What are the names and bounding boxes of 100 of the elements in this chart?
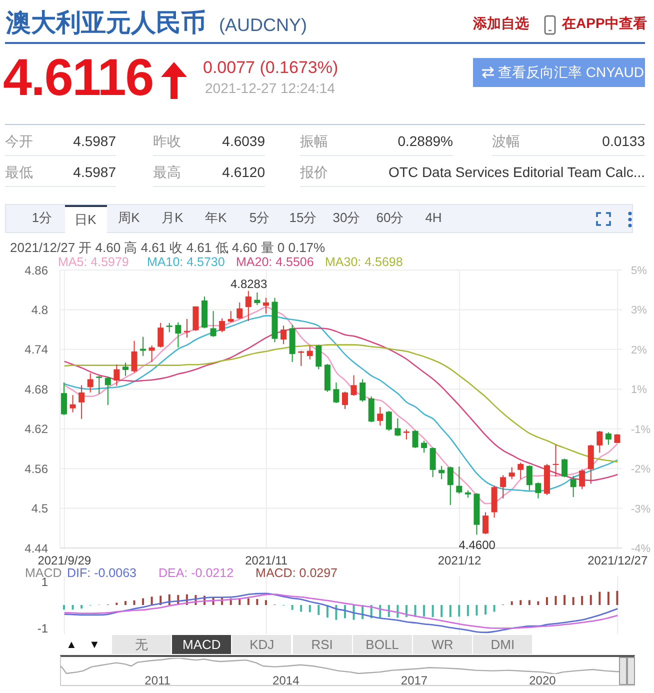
- bar: [572, 597, 574, 605]
- candlestick: [166, 322, 172, 333]
- text: 4.6116: [3, 49, 154, 108]
- y2-tick-label: 5%: [631, 264, 648, 277]
- x-tick-label: 2021/11: [245, 554, 288, 568]
- text: 4.6039: [222, 133, 265, 150]
- candlestick: [70, 394, 76, 413]
- bar: [520, 600, 522, 605]
- text: 在APP中查看: [562, 15, 647, 32]
- candlestick: [140, 336, 146, 357]
- candlestick: [579, 468, 586, 490]
- candlestick: [360, 378, 366, 402]
- text: 澳大利亚元人民币: [6, 8, 206, 38]
- text: 波幅: [492, 133, 520, 150]
- candlestick: [61, 382, 67, 416]
- candlestick: [219, 318, 226, 333]
- candlestick: [78, 384, 85, 420]
- y2-tick-label: 1%: [631, 384, 648, 396]
- text: 4.5987: [73, 133, 116, 150]
- bar: [546, 597, 548, 605]
- text: 4.6120: [222, 164, 265, 180]
- annotation: 4.4600: [458, 538, 496, 552]
- candlestick: [570, 475, 576, 498]
- bar: [308, 605, 311, 612]
- candlestick: [104, 376, 111, 406]
- y2-tick-label: 2%: [631, 344, 648, 356]
- x-tick-label: 2017: [400, 674, 428, 688]
- bar: [466, 605, 469, 616]
- candlestick: [316, 344, 322, 370]
- bar: [256, 598, 258, 605]
- candlestick: [122, 362, 128, 376]
- bar: [484, 605, 486, 615]
- text: 今开: [5, 133, 33, 150]
- bar: [423, 605, 426, 617]
- text: 4.5987: [73, 164, 116, 180]
- bar: [300, 605, 302, 612]
- text: 昨收: [153, 133, 181, 150]
- bar: [616, 590, 618, 605]
- candlestick: [131, 340, 138, 374]
- candlestick: [114, 364, 120, 386]
- candlestick: [438, 465, 445, 480]
- text: 30分: [332, 210, 360, 225]
- bar: [493, 605, 496, 612]
- text: MA20: 4.5506: [236, 255, 314, 270]
- y-tick-label: 4.74: [24, 342, 48, 357]
- y-tick-label: -1: [37, 621, 48, 636]
- text: 最低: [5, 164, 33, 180]
- y-tick-label: 4.8: [31, 302, 48, 317]
- candlestick: [245, 290, 252, 322]
- text: 0.0133: [602, 133, 645, 150]
- text: MA5: 4.5979: [58, 255, 129, 270]
- candlestick: [526, 464, 532, 491]
- candlestick: [342, 391, 348, 410]
- candlestick: [210, 310, 216, 338]
- candlestick: [605, 432, 612, 446]
- candlestick: [192, 306, 199, 332]
- text: 60分: [376, 210, 404, 225]
- y-tick-label: 4.86: [24, 263, 48, 278]
- text: 日K: [74, 212, 96, 227]
- y2-tick-label: -2%: [631, 463, 651, 476]
- text: 报价: [300, 164, 328, 180]
- text: DIF: -0.0063: [67, 566, 136, 581]
- candlestick: [333, 382, 340, 404]
- text: BOLL: [366, 637, 399, 652]
- text: DMI: [490, 637, 515, 652]
- x-tick-label: 2014: [272, 674, 300, 688]
- text: KDJ: [250, 637, 274, 652]
- y2-tick-label: -4%: [631, 542, 651, 555]
- x-tick-label: 2011: [144, 674, 171, 688]
- text: 1分: [32, 210, 52, 225]
- bar: [133, 600, 136, 605]
- candlestick: [588, 444, 594, 484]
- text: MA30: 4.5698: [325, 255, 403, 270]
- bar: [528, 600, 530, 605]
- candlestick: [236, 302, 243, 320]
- candlestick: [552, 444, 559, 478]
- bar: [458, 605, 460, 617]
- text: ▼: [89, 639, 100, 651]
- candlestick: [562, 458, 568, 478]
- candlestick: [403, 429, 410, 440]
- text: 月K: [162, 210, 184, 225]
- candlestick: [412, 430, 418, 449]
- candlestick: [394, 418, 401, 437]
- bar: [554, 596, 557, 605]
- y-tick-label: 4.5: [31, 502, 48, 516]
- bar: [607, 592, 610, 605]
- x-tick-label: 2021/12/27: [588, 554, 648, 568]
- bar: [335, 605, 338, 620]
- x-tick-label: 2021/9/29: [38, 554, 92, 568]
- candlestick: [386, 410, 392, 432]
- candlestick: [175, 322, 182, 348]
- text: 2021-12-27 12:24:14: [205, 80, 335, 96]
- text: 年K: [205, 210, 227, 225]
- bar: [124, 601, 126, 605]
- y2-tick-label: -1%: [631, 424, 651, 436]
- y-tick-label: 4.56: [24, 462, 48, 476]
- bar: [510, 601, 513, 605]
- candlestick: [228, 310, 234, 323]
- text: 查看反向汇率 CNYAUD: [498, 64, 644, 80]
- chart-subtitle: 2021/12/27 开 4.60 高 4.61 收 4.61 低 4.60 量 0 0.17%: [10, 240, 326, 256]
